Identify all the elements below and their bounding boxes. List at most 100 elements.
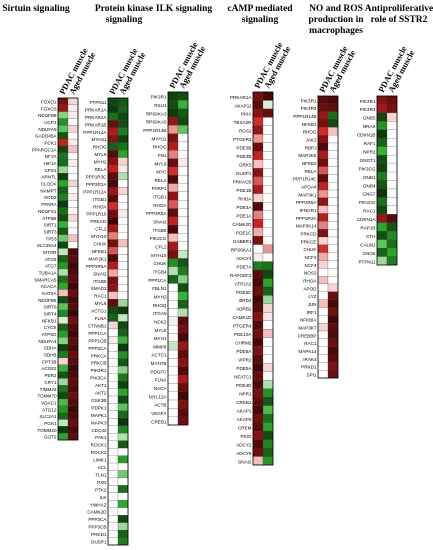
row-label: SPI1: [307, 372, 317, 377]
heatmap-cell: [107, 485, 119, 493]
heatmap-cell: [317, 205, 329, 214]
row-label: JAK2: [306, 137, 317, 142]
row-label: TP53: [46, 236, 57, 241]
heatmap-cell: [57, 248, 69, 256]
heatmap-cell: [252, 151, 264, 160]
heatmap-cell: [252, 371, 264, 381]
heatmap-cell: [107, 142, 119, 151]
heatmap-cell: [252, 108, 264, 118]
heatmap-cell: [167, 166, 179, 176]
heatmap-cell: [386, 112, 398, 122]
row-label: MYL9: [94, 152, 106, 157]
row-label: NFKB1: [42, 318, 57, 323]
heatmap-cell: [177, 175, 189, 184]
heatmap-cell: [57, 138, 69, 146]
row-label: PPARGC1A: [32, 147, 58, 152]
heatmap-cell: [117, 217, 129, 225]
row-label: ARNTL: [41, 175, 57, 180]
heatmap-cell: [107, 336, 119, 344]
row-label: ROCK1: [91, 443, 107, 448]
heatmap-cell: [57, 426, 69, 434]
heatmap-cell: [67, 200, 79, 208]
row-label: MAPK1: [91, 413, 107, 418]
heatmap-cell: [262, 397, 274, 406]
heatmap-cell: [57, 262, 69, 270]
row-label: PRKCB: [91, 361, 107, 366]
heatmap-cell: [317, 213, 329, 222]
heatmap-cell: [252, 295, 264, 305]
heatmap-cell: [376, 248, 388, 257]
heatmap-cell: [317, 260, 329, 269]
row-label: MTOR: [43, 250, 57, 255]
heatmap-cell: [177, 374, 189, 384]
heatmap-cell: [117, 209, 129, 218]
heatmap-cell: [317, 299, 329, 308]
heatmap-cell: [167, 241, 179, 251]
heatmap-cell: [376, 138, 388, 147]
heatmap-cell: [107, 440, 119, 449]
heatmap-cell: [67, 241, 79, 249]
heatmap-cell: [327, 158, 339, 167]
heatmap-cell: [252, 134, 264, 143]
row-label: ATG7: [45, 264, 57, 269]
heatmap-cell: [107, 328, 119, 337]
row-label: RHOG: [153, 145, 167, 150]
heatmap-cell: [117, 336, 129, 344]
heatmap-cell: [376, 171, 388, 181]
heatmap-cell: [57, 193, 69, 201]
heatmap-cell: [252, 422, 264, 432]
heatmap-cell: [57, 104, 69, 112]
row-label: SMARCA5: [34, 277, 57, 282]
row-label: RHOG: [303, 130, 317, 135]
heatmap-cell: [262, 108, 274, 118]
row-label: RHOG: [93, 145, 107, 150]
heatmap-cell: [386, 95, 398, 105]
heatmap-cell: [262, 236, 274, 245]
heatmap-cell: [317, 127, 329, 136]
panel-title: Sirtuin signaling: [2, 4, 70, 14]
row-label: CTNNB1: [88, 323, 107, 328]
heatmap-cell: [167, 283, 179, 292]
heatmap-cell: [107, 224, 119, 233]
heatmap-cell: [107, 194, 119, 203]
heatmap-cell: [57, 296, 69, 304]
row-label: PPP2R5A: [296, 200, 318, 205]
heatmap-cell: [67, 350, 79, 359]
row-label: RELA: [94, 167, 107, 172]
row-label: PDE1C: [236, 230, 252, 235]
heatmap-cell: [177, 333, 189, 342]
row-label: FOXO3: [41, 106, 57, 111]
row-label: PARP1: [152, 186, 167, 191]
heatmap-cell: [386, 171, 398, 181]
heatmap-cell: [386, 146, 398, 156]
heatmap-cell: [376, 231, 388, 240]
heatmap-cell: [117, 254, 129, 262]
heatmap-cell: [117, 291, 129, 300]
row-label: NDUFB9: [38, 113, 57, 118]
row-label: TUBA1A: [39, 270, 58, 275]
heatmap-cell: [117, 410, 129, 419]
heatmap-cell: [167, 141, 179, 151]
row-label: GNB1: [363, 175, 376, 180]
heatmap-cell: [117, 440, 129, 449]
heatmap-cell: [252, 456, 264, 466]
row-label: NOS2: [304, 271, 317, 276]
heatmap-cell: [117, 224, 129, 233]
heatmap-cell: [317, 244, 329, 253]
heatmap-cell: [107, 395, 119, 404]
heatmap-cell: [167, 399, 179, 409]
heatmap-cell: [252, 227, 264, 237]
row-label: CTH: [366, 234, 375, 239]
row-label: ROCK2: [91, 450, 107, 455]
heatmap-cell: [252, 337, 264, 347]
heatmap-cell: [177, 275, 189, 284]
row-label: PIK3CG: [150, 236, 167, 241]
heatmap-cell: [376, 214, 388, 223]
row-label: PPP1R3C: [86, 174, 108, 179]
heatmap-cell: [177, 125, 189, 134]
heatmap-cell: [167, 366, 179, 376]
heatmap-cell: [177, 116, 189, 126]
row-label: PTGER3: [233, 137, 252, 142]
heatmap-cell: [327, 338, 339, 347]
heatmap-cell: [262, 261, 274, 271]
